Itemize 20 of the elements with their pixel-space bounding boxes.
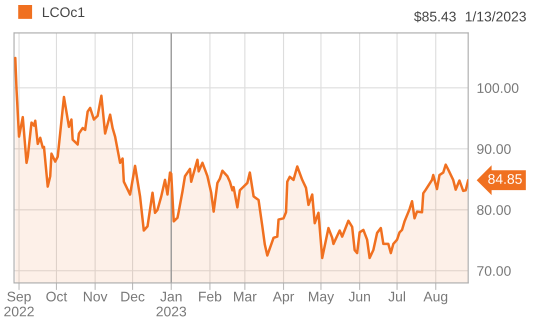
annotation: 84.85 — [488, 174, 522, 184]
y-tick-label: 70.00 — [477, 266, 511, 276]
y-tick-label: 90.00 — [477, 144, 511, 154]
x-tick-label: Jan 2023 — [156, 292, 186, 316]
x-tick-label: Sep 2022 — [4, 292, 34, 316]
x-tick-label: Mar — [234, 292, 257, 302]
y-tick-label: 100.00 — [478, 83, 518, 93]
x-tick-label: Apr — [272, 292, 294, 304]
x-tick-label: Nov — [84, 292, 108, 302]
text: $85.43 — [414, 11, 456, 22]
legend-label: LCOc1 — [42, 7, 84, 18]
x-tick-label: Aug — [423, 292, 448, 304]
x-tick-label: Dec — [121, 292, 145, 302]
x-tick-label: Jul — [388, 291, 406, 302]
text: 1/13/2023 — [466, 11, 526, 22]
x-tick-label: May — [308, 292, 334, 304]
x-tick-label: Oct — [46, 292, 68, 302]
y-tick-label: 80.00 — [477, 205, 511, 215]
x-tick-label: Jun — [348, 292, 370, 302]
x-tick-label: Feb — [199, 291, 222, 302]
